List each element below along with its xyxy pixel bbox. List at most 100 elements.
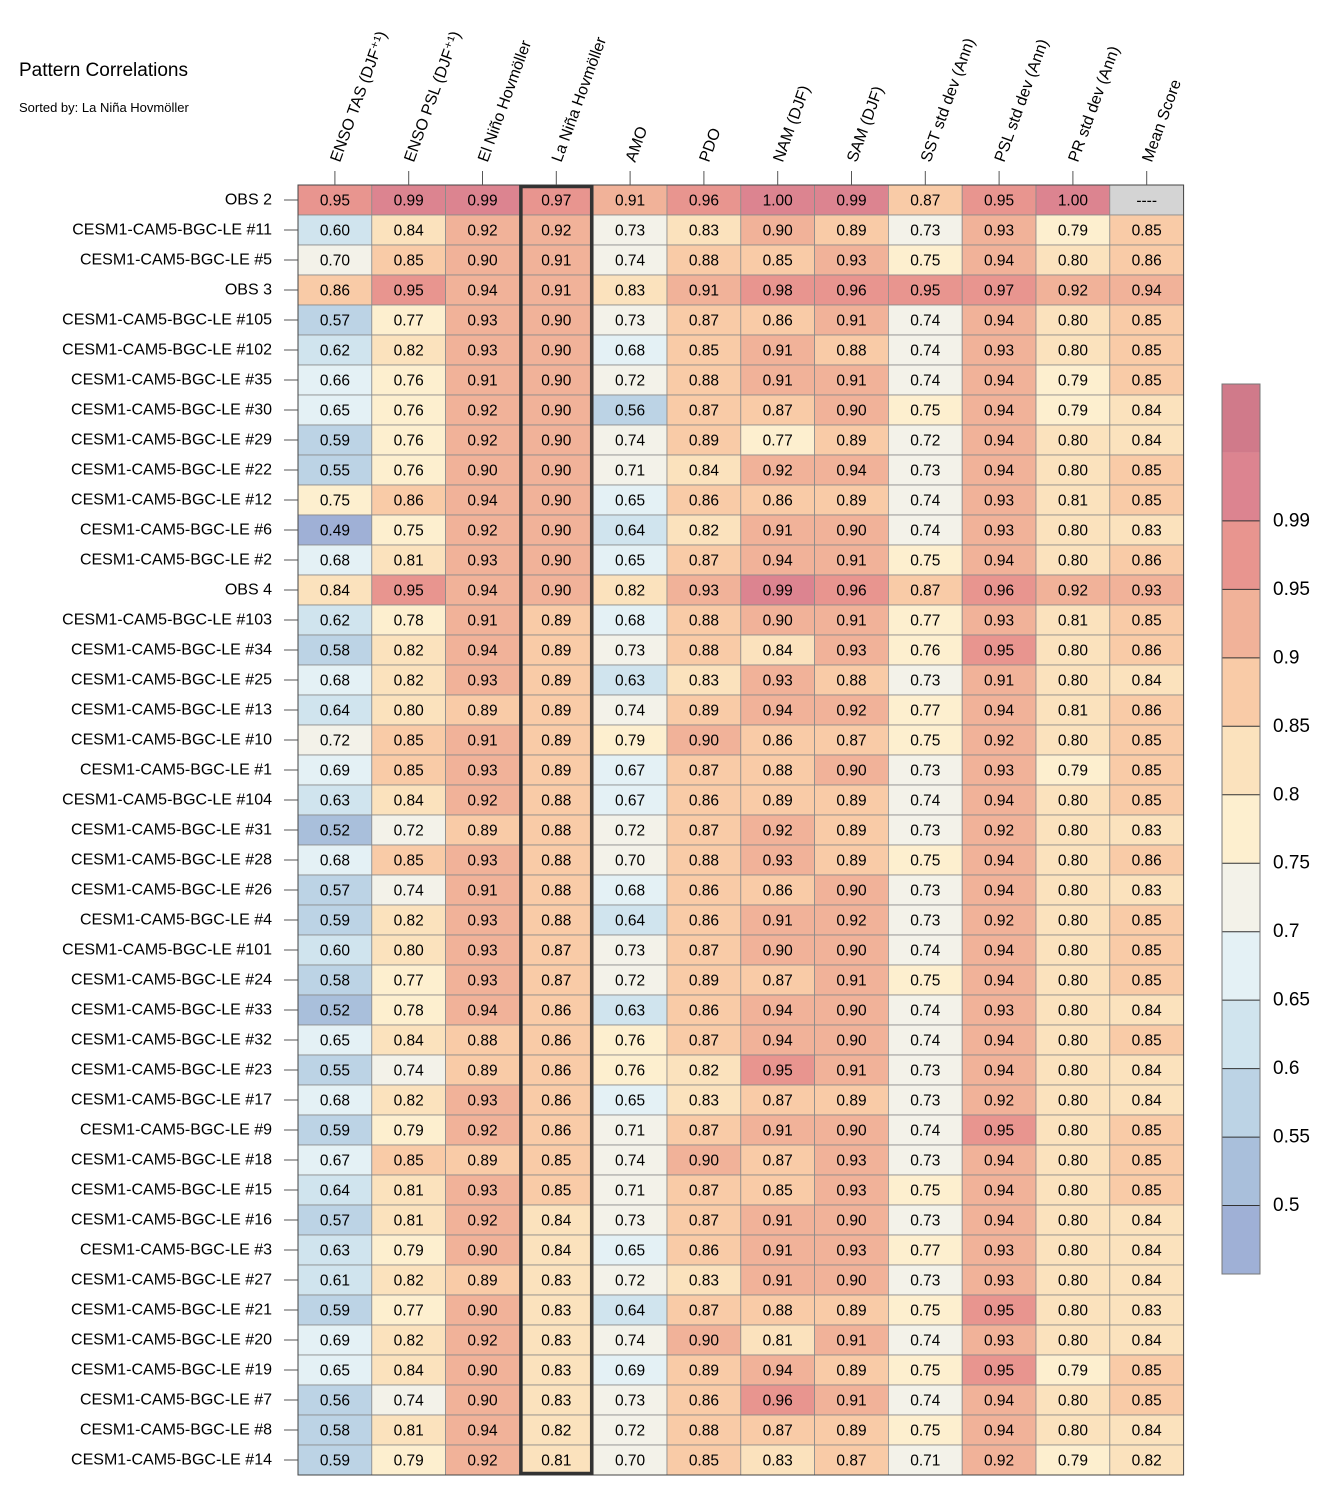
cell-value: 0.90 (836, 1123, 867, 1140)
heatmap-cell (1035, 1444, 1111, 1476)
cell-value: 0.84 (1132, 433, 1163, 450)
cell-value: 0.87 (910, 193, 940, 210)
heatmap-cell (814, 754, 889, 786)
cell-value: 0.73 (910, 1153, 940, 1170)
cell-value: 0.87 (763, 973, 793, 990)
heatmap-cell (888, 394, 963, 426)
cell-value: 0.90 (689, 1333, 720, 1350)
cell-value: 0.74 (615, 433, 646, 450)
cell-value: 0.91 (467, 733, 497, 750)
heatmap-cell (1035, 934, 1111, 966)
cell-value: 0.94 (984, 433, 1015, 450)
heatmap-cell (371, 274, 446, 306)
heatmap-cell (961, 1084, 1037, 1116)
cell-value: 0.95 (394, 283, 424, 300)
cell-value: 0.94 (763, 703, 794, 720)
heatmap-cell (445, 574, 520, 606)
row-label: CESM1-CAM5-BGC-LE #8 (80, 1422, 272, 1439)
heatmap-cell (519, 784, 594, 816)
cell-value: 0.72 (615, 1423, 645, 1440)
heatmap-cell (445, 1144, 520, 1176)
heatmap-cell (814, 424, 889, 456)
cell-value: 0.92 (763, 823, 793, 840)
heatmap-cell (1109, 304, 1185, 336)
heatmap-cell (888, 544, 963, 576)
heatmap-cell (371, 784, 446, 816)
cell-value: 0.90 (763, 943, 794, 960)
cell-value: 0.70 (320, 253, 351, 270)
heatmap-cell (740, 694, 815, 726)
cell-value: 0.55 (320, 1063, 350, 1080)
column-label: PDO (697, 126, 725, 164)
cell-value: 0.77 (763, 433, 793, 450)
cell-value: 0.59 (320, 1303, 350, 1320)
heatmap-cell (371, 814, 446, 846)
heatmap-cell (445, 454, 520, 486)
cell-value: 0.85 (394, 763, 424, 780)
row-label: CESM1-CAM5-BGC-LE #27 (71, 1272, 272, 1289)
cell-value: 0.74 (910, 1123, 941, 1140)
cell-value: 0.79 (1058, 763, 1088, 780)
cell-value: 0.95 (984, 643, 1014, 660)
cell-value: 0.78 (394, 1003, 424, 1020)
cell-value: 0.81 (1058, 703, 1088, 720)
cell-value: 0.59 (320, 433, 350, 450)
heatmap-cell (740, 1054, 815, 1086)
heatmap-cell (519, 694, 594, 726)
cell-value: 0.52 (320, 1003, 350, 1020)
heatmap-cell (592, 394, 668, 426)
heatmap-cell (519, 1234, 594, 1266)
cell-value: 0.88 (689, 253, 719, 270)
heatmap-cell (592, 1234, 668, 1266)
cell-value: 0.94 (984, 1063, 1015, 1080)
cell-value: 0.91 (763, 523, 793, 540)
heatmap-cell (1035, 514, 1111, 546)
cell-value: 0.92 (984, 1453, 1014, 1470)
cell-value: 0.57 (320, 313, 350, 330)
heatmap-cell (1035, 664, 1111, 696)
cell-value: 0.85 (1132, 223, 1162, 240)
cell-value: 0.87 (689, 943, 719, 960)
cell-value: 0.94 (984, 1393, 1015, 1410)
cell-value: 0.84 (394, 793, 425, 810)
cell-value: 0.93 (467, 1183, 497, 1200)
cell-value: 0.94 (763, 1033, 794, 1050)
cell-value: 0.85 (394, 1153, 424, 1170)
heatmap-cell (740, 514, 815, 546)
colorbar-label: 0.9 (1273, 647, 1299, 668)
cell-value: 0.90 (467, 1363, 498, 1380)
cell-value: 0.90 (467, 1243, 498, 1260)
cell-value: 0.90 (467, 253, 498, 270)
cell-value: 0.89 (836, 433, 866, 450)
heatmap-cell (666, 754, 742, 786)
heatmap-cell (814, 1444, 889, 1476)
cell-value: 0.84 (1132, 1063, 1163, 1080)
cell-value: 0.95 (984, 1363, 1014, 1380)
heatmap-cell (961, 1384, 1037, 1416)
heatmap-cell (1035, 214, 1111, 246)
heatmap-cell (371, 214, 446, 246)
colorbar-bin (1222, 931, 1260, 1001)
heatmap-cell (297, 844, 373, 876)
cell-value: 0.89 (836, 853, 866, 870)
heatmap-cell (740, 814, 815, 846)
heatmap-cell (1035, 814, 1111, 846)
heatmap-cell (297, 1354, 373, 1386)
cell-value: 0.90 (541, 583, 572, 600)
heatmap-cell (1109, 334, 1185, 366)
cell-value: 0.96 (689, 193, 719, 210)
cell-value: 0.73 (615, 1393, 645, 1410)
cell-value: 0.88 (541, 913, 571, 930)
cell-value: 0.80 (1058, 1063, 1089, 1080)
heatmap-cell (297, 964, 373, 996)
cell-value: 0.89 (467, 1153, 497, 1170)
heatmap-cell (592, 1444, 668, 1476)
cell-value: 0.92 (467, 1453, 497, 1470)
row-label: CESM1-CAM5-BGC-LE #28 (71, 852, 272, 869)
cell-value: 0.65 (615, 1093, 645, 1110)
cell-value: 0.85 (763, 1183, 793, 1200)
heatmap-cell (740, 1234, 815, 1266)
cell-value: 0.94 (984, 403, 1015, 420)
cell-value: 0.86 (689, 1003, 719, 1020)
